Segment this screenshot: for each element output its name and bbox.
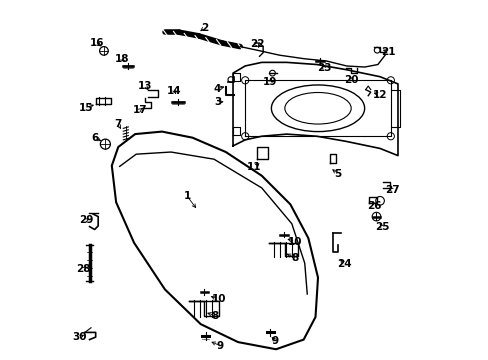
Text: 10: 10 (211, 294, 225, 304)
Text: 27: 27 (384, 185, 399, 195)
Text: 23: 23 (316, 63, 331, 73)
Text: 19: 19 (263, 77, 277, 87)
Text: 30: 30 (72, 332, 86, 342)
Text: 25: 25 (375, 222, 389, 232)
Text: 17: 17 (132, 105, 147, 115)
Text: 8: 8 (291, 253, 299, 263)
Text: 22: 22 (249, 40, 264, 49)
Text: 10: 10 (287, 237, 302, 247)
Text: 24: 24 (336, 259, 351, 269)
Text: 28: 28 (77, 264, 91, 274)
Text: 6: 6 (91, 133, 98, 143)
Text: 5: 5 (333, 168, 341, 179)
Text: 7: 7 (114, 120, 122, 129)
Text: 12: 12 (372, 90, 386, 100)
Text: 15: 15 (79, 103, 93, 113)
Text: 2: 2 (201, 23, 208, 33)
Text: 26: 26 (366, 201, 381, 211)
Text: 29: 29 (79, 215, 93, 225)
Text: 9: 9 (216, 341, 223, 351)
Text: 8: 8 (211, 311, 218, 320)
Text: 18: 18 (114, 54, 129, 64)
Text: 9: 9 (271, 336, 278, 346)
Text: 1: 1 (183, 191, 190, 201)
Text: 3: 3 (214, 97, 221, 107)
Text: 13: 13 (137, 81, 152, 91)
Text: 20: 20 (344, 75, 358, 85)
Text: 14: 14 (167, 86, 182, 96)
Text: 16: 16 (89, 38, 104, 48)
Text: 4: 4 (213, 84, 221, 94)
Text: 11: 11 (247, 162, 261, 172)
Text: 21: 21 (381, 46, 395, 57)
